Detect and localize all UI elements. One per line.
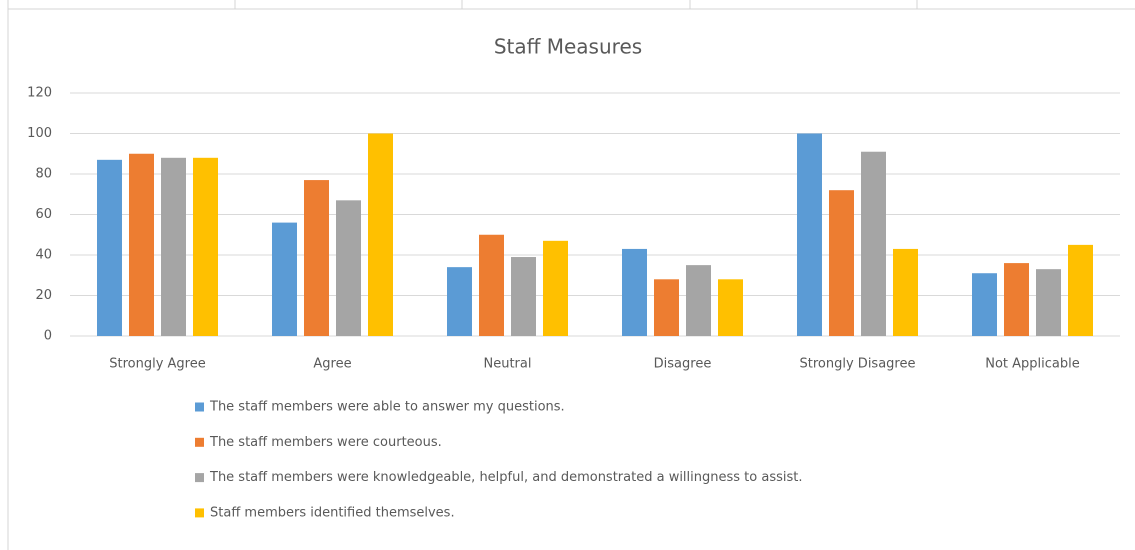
bar <box>447 267 472 336</box>
bar <box>304 180 329 336</box>
bar <box>686 265 711 336</box>
y-tick-label: 60 <box>35 207 52 222</box>
legend-label: The staff members were able to answer my… <box>209 400 565 415</box>
chart-title: Staff Measures <box>494 35 642 59</box>
bar <box>479 234 504 336</box>
x-tick-label: Agree <box>313 357 351 372</box>
y-tick-label: 80 <box>35 167 52 182</box>
y-tick-label: 20 <box>35 288 52 303</box>
bar <box>272 222 297 336</box>
legend-label: The staff members were knowledgeable, he… <box>209 470 802 485</box>
bar <box>797 133 822 336</box>
legend-label: Staff members identified themselves. <box>210 505 455 520</box>
legend-swatch <box>195 473 204 483</box>
bar <box>129 153 154 336</box>
legend-swatch <box>195 508 204 518</box>
bar <box>1036 269 1061 336</box>
legend-swatch <box>195 437 204 447</box>
y-tick-label: 0 <box>44 329 52 344</box>
x-tick-label: Not Applicable <box>985 357 1080 372</box>
x-tick-label: Disagree <box>654 357 712 372</box>
bar <box>1004 263 1029 336</box>
bar <box>654 279 679 336</box>
legend-swatch <box>195 402 204 412</box>
legend-label: The staff members were courteous. <box>209 435 442 450</box>
bar <box>861 151 886 336</box>
bar <box>161 157 186 336</box>
bar <box>336 200 361 336</box>
bar <box>622 248 647 336</box>
bar <box>543 240 568 336</box>
bar <box>368 133 393 336</box>
y-tick-label: 40 <box>35 248 52 263</box>
bar <box>893 248 918 336</box>
bar <box>193 157 218 336</box>
x-tick-label: Strongly Agree <box>109 357 206 372</box>
y-tick-label: 100 <box>27 126 52 141</box>
bar <box>972 273 997 336</box>
bar <box>511 257 536 336</box>
y-tick-label: 120 <box>27 86 52 101</box>
bar <box>1068 244 1093 336</box>
bar <box>718 279 743 336</box>
x-tick-label: Strongly Disagree <box>800 357 916 372</box>
x-tick-label: Neutral <box>484 357 532 372</box>
bar <box>829 190 854 336</box>
bar <box>97 159 122 336</box>
